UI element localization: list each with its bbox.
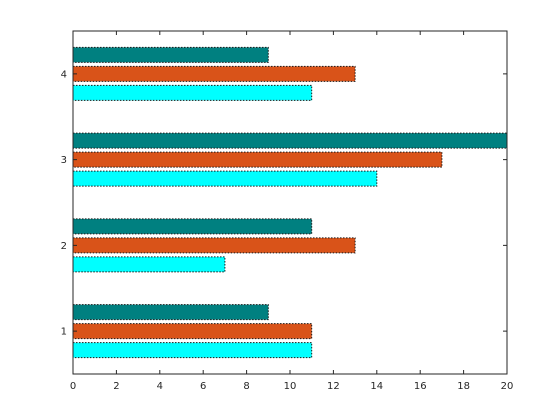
bar-cat3-series2 (72, 151, 443, 168)
bar-cat2-series3 (72, 218, 313, 235)
bar-cat1-series1 (72, 342, 313, 359)
bar-cat2-series1 (72, 256, 226, 273)
x-tick-label: 2 (113, 381, 119, 392)
bar-cat1-series2 (72, 323, 313, 340)
x-tick-label: 10 (284, 381, 297, 392)
bar-cat4-series1 (72, 84, 313, 101)
x-tick-label: 4 (157, 381, 163, 392)
bar-cat3-series3 (72, 132, 508, 149)
x-tick-label: 20 (501, 381, 514, 392)
y-tick-label: 1 (61, 327, 67, 338)
bar-cat3-series1 (72, 170, 378, 187)
bars-group (72, 46, 508, 359)
x-tick-label: 12 (327, 381, 340, 392)
x-tick-label: 8 (243, 381, 249, 392)
x-tick-label: 14 (370, 381, 383, 392)
bar-cat2-series2 (72, 237, 356, 254)
plot-area (73, 31, 507, 374)
y-tick-label: 4 (61, 69, 67, 80)
y-tick-label: 2 (61, 241, 67, 252)
x-tick-label: 6 (200, 381, 206, 392)
bar-cat1-series3 (72, 304, 269, 321)
x-tick-label: 16 (414, 381, 427, 392)
bar-cat4-series3 (72, 46, 269, 63)
x-tick-label: 18 (457, 381, 470, 392)
y-tick-label: 3 (61, 155, 67, 166)
x-tick-label: 0 (70, 381, 76, 392)
bar-cat4-series2 (72, 65, 356, 82)
